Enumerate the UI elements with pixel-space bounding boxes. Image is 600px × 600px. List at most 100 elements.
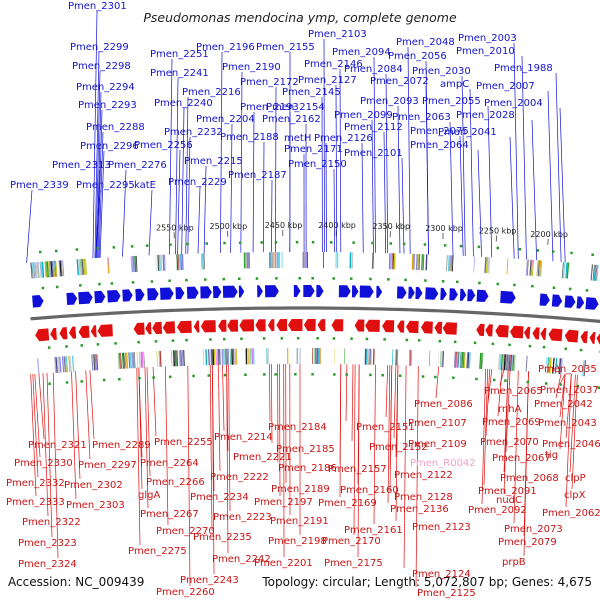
outer-color-track-bar (246, 252, 249, 269)
gene-label: Pmen_2068 (500, 473, 559, 484)
inner-color-track-bar (457, 351, 459, 368)
gene-label: Pmen_2123 (412, 522, 471, 533)
inner-color-track-bar (174, 350, 177, 367)
label-leader (138, 367, 143, 490)
outer-color-track-bar (417, 254, 419, 270)
outer-color-track-bar (160, 254, 163, 271)
outer-dot-track-dot (205, 242, 208, 245)
gene-label: Pmen_2035 (538, 364, 597, 375)
inner-dot-track-dot (493, 378, 496, 382)
reverse-strand-gene-arrow (303, 319, 316, 331)
inner-color-track-bar (183, 350, 185, 366)
label-leader (461, 75, 466, 257)
reverse-strand-gene-arrow (267, 319, 275, 332)
outer-color-track-bar (54, 260, 57, 277)
outer-color-track-bar (181, 254, 184, 270)
reverse-strand-gene-arrow (69, 326, 77, 339)
outer-color-track-bar (565, 262, 568, 279)
outer-color-track-bar (371, 252, 373, 269)
gene-label: Pmen_2216 (182, 87, 241, 98)
inner-color-track-bar (468, 352, 471, 369)
inner-color-track-bar (173, 350, 175, 367)
outer-color-track-bar (34, 262, 36, 279)
outer-dot-track-dot (423, 243, 427, 246)
inner-color-track-bar (368, 348, 369, 365)
tick-label: 2200 kbp (530, 230, 568, 239)
inner-color-track-bar (502, 354, 504, 371)
outer-color-track-bar (272, 252, 273, 269)
reverse-strand-gene-arrow (382, 320, 395, 333)
inner-color-track-bar (513, 354, 516, 371)
gene-label: Pmen_2099 (334, 110, 393, 121)
forward-strand-gene-arrow (186, 286, 199, 299)
outer-color-track-bar (164, 254, 166, 271)
gene-label: Pmen_2198 (268, 536, 327, 547)
inner-color-track-bar (64, 356, 67, 373)
gene-label: Pmen_2109 (408, 439, 467, 450)
label-leader (555, 72, 562, 262)
inner-color-track-bar (128, 352, 131, 369)
label-leader (146, 367, 151, 477)
outer-color-track-bar (163, 254, 166, 271)
bottom-gene-labels: Pmen_2321Pmen_2330Pmen_2332Pmen_2333Pmen… (6, 364, 600, 599)
reverse-dot-track-dot (542, 345, 546, 349)
reverse-strand-gene-arrow (532, 327, 540, 340)
gene-label: Pmen_2332 (6, 478, 65, 489)
reverse-strand-gene-arrow (218, 319, 227, 332)
outer-color-track-bar (393, 253, 396, 270)
inner-color-track-bar (253, 348, 255, 365)
gene-label: Pmen_2301 (68, 1, 127, 12)
outer-color-track-bar (271, 252, 273, 269)
label-leader (271, 364, 273, 444)
inner-color-track-bar (172, 350, 174, 367)
forward-strand-gene-arrow (576, 296, 585, 309)
label-leader (187, 136, 191, 254)
outer-color-track-bar (83, 258, 86, 275)
inner-color-track-bar (507, 354, 510, 371)
inner-color-track-bar (217, 349, 219, 365)
outer-color-track-bar (30, 262, 33, 279)
inner-color-track-bar (125, 352, 127, 369)
label-leader (385, 365, 389, 418)
outer-color-track-bar (449, 255, 451, 272)
inner-color-track-bar (460, 351, 462, 368)
outer-color-track-bar (452, 255, 454, 272)
outer-color-track-bar (388, 253, 391, 270)
inner-dot-track-dot (294, 373, 297, 376)
forward-strand-gene-arrow (397, 286, 407, 299)
forward-dot-track-dot (585, 289, 589, 292)
genome-backbone (30, 306, 600, 323)
reverse-dot-track-dot (405, 338, 409, 342)
inner-color-track-bar (94, 354, 97, 371)
inner-color-track-bar (561, 358, 563, 375)
outer-color-track-bar (79, 259, 82, 276)
inner-color-track-bar (267, 348, 269, 365)
inner-color-track-bar (181, 350, 184, 367)
reverse-strand-gene-arrow (255, 319, 266, 332)
inner-color-track-bar (395, 349, 396, 366)
inner-color-track-bar (334, 348, 335, 365)
outer-color-track-bar (243, 252, 245, 269)
forward-strand-gene-arrow (459, 288, 467, 301)
inner-color-track-bar (171, 350, 173, 367)
reverse-strand-gene-arrow (548, 328, 563, 342)
label-leader (335, 84, 338, 253)
inner-color-track-bar (583, 360, 585, 377)
label-leader (555, 373, 562, 399)
label-leader (187, 365, 191, 587)
inner-color-track-bar (409, 349, 412, 366)
reverse-dot-track-dot (65, 345, 68, 348)
inner-dot-track-dot (192, 374, 195, 378)
inner-color-track-bar (179, 350, 181, 367)
outer-color-track-bar (273, 252, 275, 269)
outer-color-track-bar (372, 252, 374, 269)
inner-color-track-bar (456, 351, 458, 368)
label-leader (407, 46, 411, 254)
reverse-dot-track-dot (491, 342, 495, 346)
reverse-strand-gene-arrow (50, 327, 57, 340)
gene-label: Pmen_2186 (278, 463, 337, 474)
inner-color-track-bar (460, 351, 462, 368)
gene-label: Pmen_2187 (228, 170, 287, 181)
outer-color-track-bar (203, 253, 204, 270)
